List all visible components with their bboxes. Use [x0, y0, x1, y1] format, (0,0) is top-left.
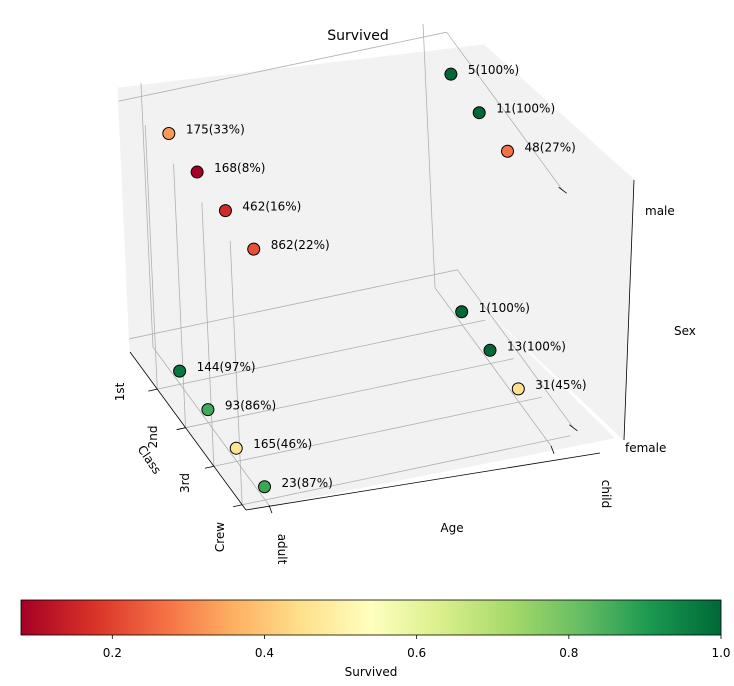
- age-tick-mark: [268, 505, 273, 514]
- grid-line-age-wall: [422, 23, 436, 288]
- data-point-label: 13(100%): [507, 339, 566, 353]
- grid-line-age-floor: [434, 287, 552, 447]
- class-tick-mark: [148, 388, 158, 392]
- data-point-label: 23(87%): [282, 476, 333, 490]
- grid-line-class-floor: [157, 319, 486, 390]
- data-point-label: 862(22%): [271, 238, 330, 252]
- data-point-label: 1(100%): [479, 301, 530, 315]
- data-point-label: 31(45%): [535, 378, 586, 392]
- data-point: [444, 67, 458, 81]
- grid-line-class-wall: [201, 202, 215, 467]
- grid-line-class-wall: [229, 240, 243, 505]
- data-points: 175(33%) 168(8%) 462(16%) 862(22%) 5(100%) 11…: [162, 63, 587, 494]
- colorbar-tick-label: 1.0: [711, 646, 730, 660]
- grid-line-sex-back: [118, 31, 447, 102]
- data-point: [218, 204, 232, 218]
- colorbar: [20, 599, 722, 636]
- axis-ticks: [148, 186, 578, 514]
- sex-tick-male: male: [645, 204, 675, 218]
- grid-line-sex-side: [446, 31, 563, 191]
- class-axis-line: [129, 351, 247, 511]
- data-point-label: 175(33%): [186, 123, 245, 137]
- colorbar-tick-label: 0.8: [559, 646, 578, 660]
- data-point: [190, 165, 204, 179]
- grid-line-class-floor: [213, 396, 542, 467]
- data-point-label: 165(46%): [253, 437, 312, 451]
- chart-title: Survived: [327, 28, 388, 44]
- data-point-label: 11(100%): [496, 102, 555, 116]
- colorbar-ticks: 0.2 0.4 0.6 0.8 1.0: [103, 635, 731, 660]
- data-point-label: 93(86%): [225, 399, 276, 413]
- age-tick-mark: [550, 445, 555, 454]
- colorbar-tick-label: 0.4: [255, 646, 274, 660]
- data-point-label: 168(8%): [214, 161, 265, 175]
- colorbar-tick-label: 0.6: [407, 646, 426, 660]
- class-tick-2nd: 2nd: [146, 426, 160, 449]
- data-point-label: 462(16%): [242, 200, 301, 214]
- grid-line-age-wall: [140, 83, 154, 348]
- class-tick-mark: [176, 427, 186, 431]
- age-tick-adult: adult: [275, 534, 289, 565]
- grid-line-sex-back: [129, 269, 458, 340]
- grid-lines: [118, 23, 574, 506]
- data-point: [258, 480, 272, 494]
- class-tick-mark: [204, 465, 214, 469]
- data-point: [483, 343, 497, 357]
- class-tick-mark: [233, 504, 243, 508]
- colorbar-tick-label: 0.2: [103, 646, 122, 660]
- data-point-label: 144(97%): [197, 360, 256, 374]
- data-point: [229, 441, 243, 455]
- sex-axis-label: Sex: [674, 324, 696, 338]
- data-point: [501, 144, 515, 158]
- data-point-label: 48(27%): [525, 140, 576, 154]
- class-tick-crew: Crew: [213, 522, 227, 552]
- grid-line-class-floor: [242, 435, 571, 506]
- sex-axis-line: [623, 179, 635, 441]
- sex-tick-female: female: [625, 441, 666, 455]
- grid-line-age-floor: [152, 346, 270, 506]
- sex-tick-mark: [558, 186, 567, 194]
- age-axis-line: [245, 452, 601, 511]
- grid-line-class-floor: [185, 358, 514, 429]
- age-tick-child: child: [599, 480, 613, 509]
- data-point: [511, 382, 525, 396]
- grid-line-class-wall: [144, 125, 158, 390]
- sex-tick-mark: [569, 424, 578, 432]
- data-point: [455, 305, 469, 319]
- class-tick-3rd: 3rd: [178, 473, 192, 493]
- data-point: [162, 127, 176, 140]
- data-point-label: 5(100%): [468, 63, 519, 77]
- data-point: [173, 364, 187, 378]
- class-tick-1st: 1st: [113, 382, 127, 401]
- colorbar-label: Survived: [345, 665, 398, 679]
- age-axis-label: Age: [440, 521, 463, 535]
- data-point: [201, 403, 215, 417]
- grid-line-sex-side: [457, 269, 574, 429]
- data-point: [472, 106, 486, 120]
- grid-line-class-wall: [173, 163, 186, 428]
- data-point: [247, 242, 261, 256]
